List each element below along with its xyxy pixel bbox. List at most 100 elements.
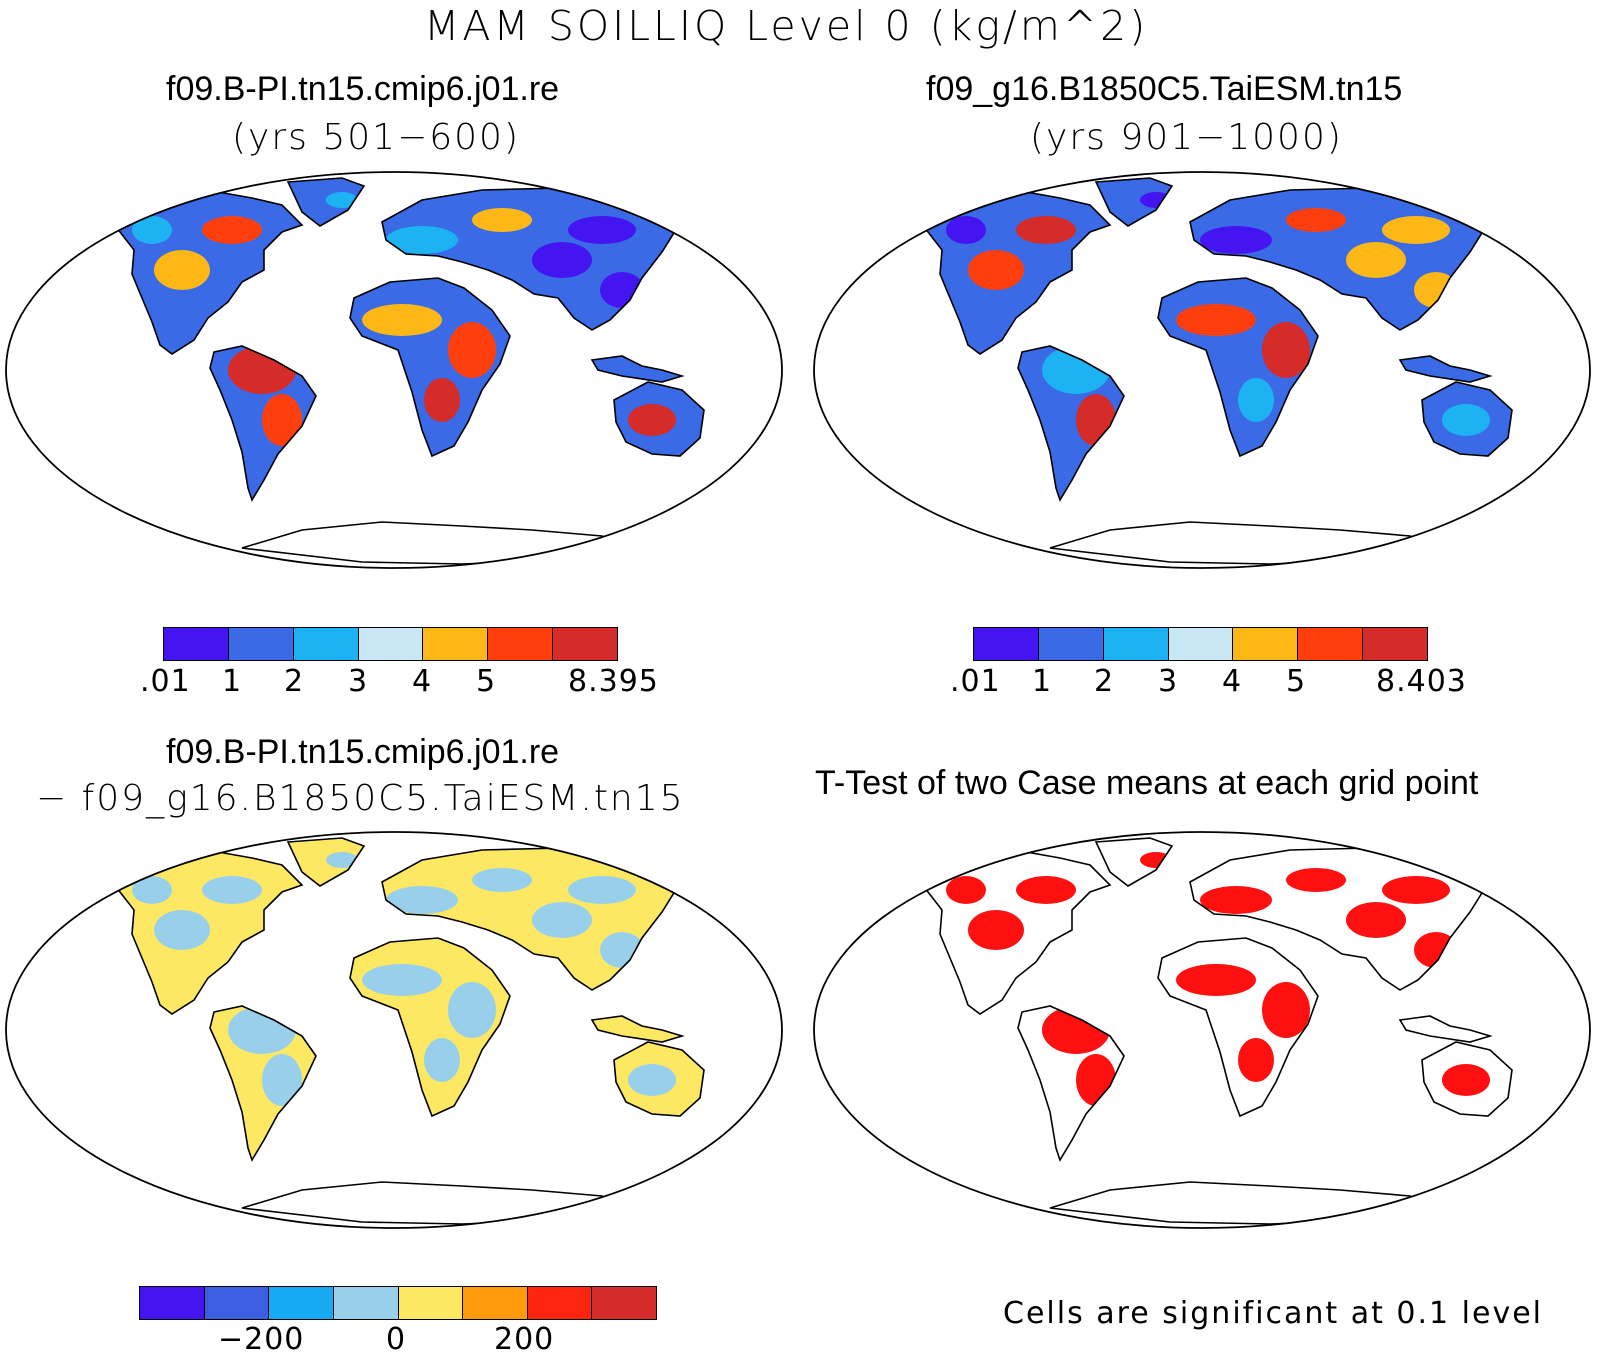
- field-patch: [262, 394, 302, 446]
- coastline: [1049, 521, 1451, 565]
- field-patch: [424, 378, 460, 422]
- colorbar-swatch: [463, 1287, 528, 1319]
- field-patch: [1238, 1038, 1274, 1082]
- panel4-title: T-Test of two Case means at each grid po…: [815, 764, 1479, 802]
- cb2-label: 4: [1222, 664, 1243, 699]
- field-patch: [1286, 208, 1346, 232]
- coastline: [1398, 1015, 1493, 1043]
- panel1-subtitle: (yrs 501−600): [232, 117, 520, 158]
- field-patch: [132, 216, 172, 244]
- cb1-label: 4: [412, 664, 433, 699]
- field-patch: [1016, 216, 1076, 244]
- panel3-subtitle: − f09_g16.B1850C5.TaiESM.tn15: [36, 778, 685, 819]
- field-patch: [326, 852, 358, 868]
- colorbar-swatch: [1168, 628, 1234, 660]
- coastline: [1094, 177, 1174, 227]
- land-indonesia: [592, 1016, 682, 1042]
- colorbar-case2: [973, 627, 1428, 661]
- coastline: [100, 849, 304, 1015]
- field-patch: [532, 242, 592, 278]
- colorbar-swatch: [423, 628, 489, 660]
- map-frame: [5, 831, 783, 1229]
- map-frame: [5, 171, 783, 569]
- land-greenland: [1096, 178, 1172, 226]
- land-indonesia: [1400, 356, 1490, 382]
- field-patch: [1176, 964, 1256, 996]
- field-patch: [628, 404, 676, 436]
- field-patch: [946, 216, 986, 244]
- field-patch: [600, 272, 644, 308]
- field-patch: [1200, 886, 1272, 914]
- colorbar-swatch: [1363, 628, 1428, 660]
- field-patch: [568, 876, 636, 904]
- coastline: [286, 177, 366, 227]
- field-patch: [202, 876, 262, 904]
- panel2-title: f09_g16.B1850C5.TaiESM.tn15: [926, 70, 1403, 108]
- coastline: [1049, 1181, 1451, 1225]
- field-patch: [1442, 404, 1490, 436]
- coastline: [1017, 345, 1125, 502]
- cb1-label: 2: [284, 664, 305, 699]
- cb2-label: 5: [1286, 664, 1307, 699]
- field-patch: [424, 1038, 460, 1082]
- field-patch: [1262, 982, 1310, 1038]
- land-greenland: [1096, 838, 1172, 886]
- field-patch: [362, 964, 442, 996]
- field-patch: [228, 1006, 296, 1054]
- field-patch: [228, 346, 296, 394]
- field-patch: [532, 902, 592, 938]
- coastline: [286, 837, 366, 887]
- map-difference: [5, 831, 783, 1229]
- colorbar-swatch: [333, 1287, 399, 1319]
- coastline: [613, 381, 705, 457]
- field-patch: [154, 910, 210, 950]
- field-patch: [386, 886, 458, 914]
- field-patch: [262, 1054, 302, 1106]
- coastline: [349, 277, 511, 458]
- field-patch: [968, 250, 1024, 290]
- panel3-title: f09.B-PI.tn15.cmip6.j01.re: [166, 733, 560, 771]
- land-indonesia: [592, 356, 682, 382]
- colorbar-swatch: [1233, 628, 1299, 660]
- field-patch: [1238, 378, 1274, 422]
- field-patch: [1076, 394, 1116, 446]
- colorbar-swatch: [1103, 628, 1169, 660]
- field-patch: [1016, 876, 1076, 904]
- field-patch: [1076, 1054, 1116, 1106]
- colorbar-swatch: [488, 628, 554, 660]
- colorbar-case1: [163, 627, 618, 661]
- colorbar-swatch: [1038, 628, 1104, 660]
- cb3-label: 0: [386, 1322, 407, 1357]
- panel2-subtitle: (yrs 901−1000): [1030, 117, 1343, 158]
- field-patch: [1382, 876, 1450, 904]
- cb1-label: 1: [222, 664, 243, 699]
- field-patch: [1176, 304, 1256, 336]
- colorbar-swatch: [358, 628, 424, 660]
- field-patch: [154, 250, 210, 290]
- field-patch: [1262, 322, 1310, 378]
- panel1-title: f09.B-PI.tn15.cmip6.j01.re: [166, 70, 560, 108]
- field-patch: [386, 226, 458, 254]
- field-patch: [472, 208, 532, 232]
- coastline: [1157, 937, 1319, 1118]
- coastline: [209, 1005, 317, 1162]
- field-patch: [1286, 868, 1346, 892]
- field-patch: [472, 868, 532, 892]
- field-patch: [1442, 1064, 1490, 1096]
- map-case1: [5, 171, 783, 569]
- map-ttest: [813, 831, 1591, 1229]
- coastline: [590, 355, 685, 383]
- map-frame: [813, 171, 1591, 569]
- field-patch: [448, 982, 496, 1038]
- field-patch: [1346, 902, 1406, 938]
- coastline: [1157, 277, 1319, 458]
- cb1-label: 3: [348, 664, 369, 699]
- colorbar-swatch: [398, 1287, 464, 1319]
- land-indonesia: [1400, 1016, 1490, 1042]
- cb1-label: 8.395: [568, 664, 659, 699]
- coastline: [100, 189, 304, 355]
- field-patch: [1346, 242, 1406, 278]
- map-case2: [813, 171, 1591, 569]
- coastline: [1094, 837, 1174, 887]
- figure-title: MAM SOILLIQ Level 0 (kg/m^2): [424, 2, 1149, 50]
